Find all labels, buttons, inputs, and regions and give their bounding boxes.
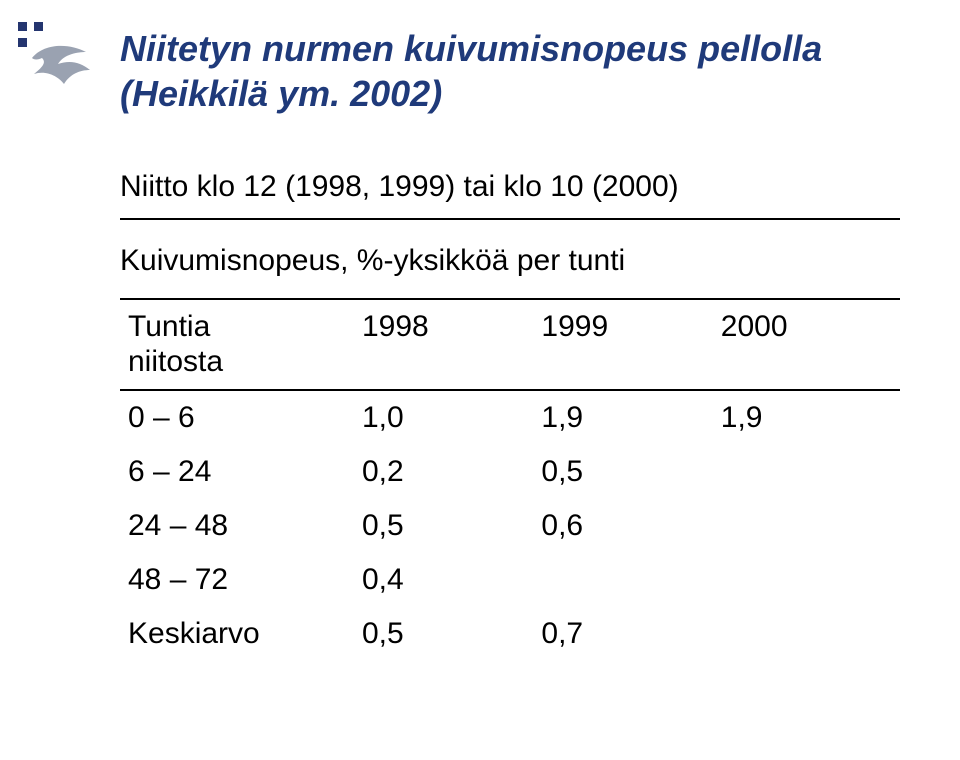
slide: Niitetyn nurmen kuivumisnopeus pellolla … <box>0 0 960 760</box>
title-line-2: (Heikkilä ym. 2002) <box>120 71 920 116</box>
title-line-1: Niitetyn nurmen kuivumisnopeus pellolla <box>120 26 920 71</box>
slide-content: Niitto klo 12 (1998, 1999) tai klo 10 (2… <box>120 170 900 661</box>
table-header-row: Tuntia niitosta 1998 1999 2000 <box>120 299 900 390</box>
cell-value <box>713 445 900 499</box>
table-row: 24 – 48 0,5 0,6 <box>120 499 900 553</box>
cell-value: 1,0 <box>354 390 533 445</box>
cell-value: 0,7 <box>533 607 712 661</box>
cell-value: 1,9 <box>713 390 900 445</box>
cell-label: 0 – 6 <box>120 390 354 445</box>
cell-value <box>533 553 712 607</box>
slide-title: Niitetyn nurmen kuivumisnopeus pellolla … <box>120 26 920 116</box>
header-col-1999: 1999 <box>533 299 712 390</box>
cell-value: 0,6 <box>533 499 712 553</box>
cell-value: 0,2 <box>354 445 533 499</box>
header-col0-line1: Tuntia <box>128 310 210 343</box>
cell-label: 6 – 24 <box>120 445 354 499</box>
header-col-time: Tuntia niitosta <box>120 299 354 390</box>
table-row: 0 – 6 1,0 1,9 1,9 <box>120 390 900 445</box>
header-col0-line2: niitosta <box>128 345 223 378</box>
table-row: 48 – 72 0,4 <box>120 553 900 607</box>
cell-value: 0,4 <box>354 553 533 607</box>
data-table: Tuntia niitosta 1998 1999 2000 0 – 6 1,0… <box>120 298 900 661</box>
cell-value: 0,5 <box>354 499 533 553</box>
cell-label: Keskiarvo <box>120 607 354 661</box>
divider-top <box>120 218 900 220</box>
subtitle: Niitto klo 12 (1998, 1999) tai klo 10 (2… <box>120 170 900 204</box>
cell-label: 24 – 48 <box>120 499 354 553</box>
table-row: Keskiarvo 0,5 0,7 <box>120 607 900 661</box>
cell-value: 0,5 <box>354 607 533 661</box>
cell-value <box>713 607 900 661</box>
cell-value: 0,5 <box>533 445 712 499</box>
table-caption: Kuivumisnopeus, %-yksikköä per tunti <box>120 244 900 278</box>
cell-label: 48 – 72 <box>120 553 354 607</box>
cell-value <box>713 499 900 553</box>
table-row: 6 – 24 0,2 0,5 <box>120 445 900 499</box>
header-col-2000: 2000 <box>713 299 900 390</box>
header-col-1998: 1998 <box>354 299 533 390</box>
organization-logo <box>14 18 104 108</box>
cell-value: 1,9 <box>533 390 712 445</box>
cell-value <box>713 553 900 607</box>
